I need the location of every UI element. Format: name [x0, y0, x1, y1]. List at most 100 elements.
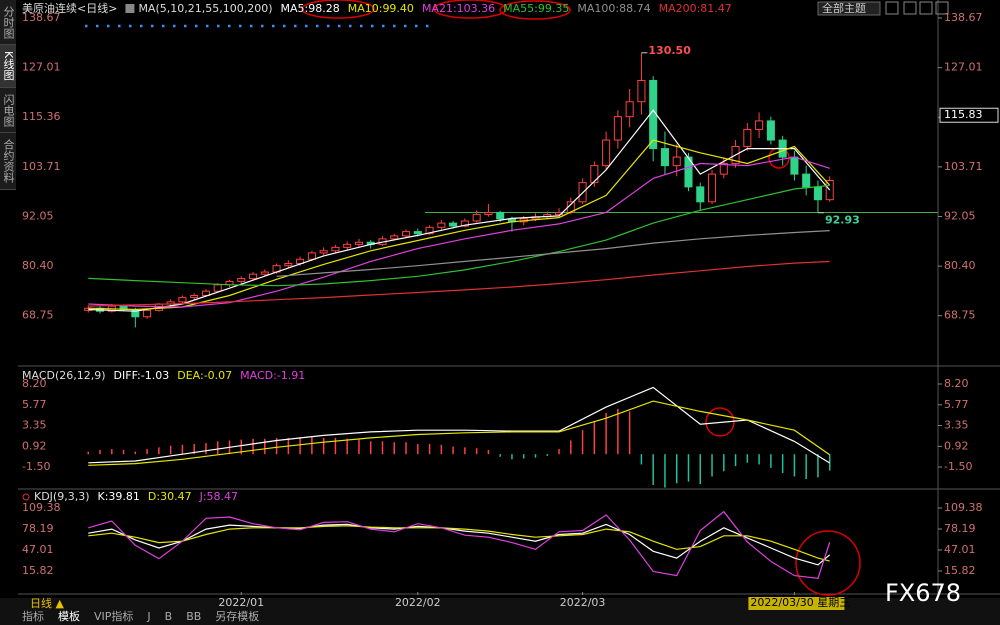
highlight-circle: [705, 407, 735, 437]
candle-body: [449, 222, 458, 227]
legend-icon: [125, 4, 135, 13]
candle-body: [178, 297, 187, 303]
price-tag: [939, 107, 999, 123]
sidebar-tab[interactable]: 合约资料: [0, 133, 16, 190]
candle-body: [484, 211, 493, 216]
highlight-circle: [301, 0, 375, 19]
y-tick-label: 8.20: [944, 377, 969, 390]
y-tick-label: 92.05: [944, 209, 976, 222]
legend-entry: DIFF:-1.03: [114, 369, 170, 382]
legend-entry: MA55:99.35: [503, 2, 569, 15]
candle-body: [390, 235, 399, 240]
y-tick-label: 138.67: [22, 11, 61, 24]
legend-entry: J:58.47: [199, 490, 238, 503]
footer-tab[interactable]: B: [165, 610, 173, 623]
candle-body: [555, 211, 564, 216]
period-label[interactable]: 日线 ▲: [30, 596, 64, 610]
candle-body: [496, 211, 505, 220]
candle-body: [260, 271, 269, 275]
candle-body: [343, 243, 352, 248]
legend-entry: 美原油连续<日线>: [22, 1, 117, 15]
y-tick-label: 0.92: [944, 439, 969, 452]
candle-body: [825, 180, 834, 201]
y-tick-label: 3.35: [22, 419, 47, 432]
legend-entry: MA(5,10,21,55,100,200): [138, 2, 272, 15]
candle-body: [590, 165, 599, 184]
y-tick-label: 103.71: [22, 160, 61, 173]
y-tick-label: 138.67: [944, 11, 983, 24]
candle-body: [472, 214, 481, 222]
watermark: FX678: [885, 579, 961, 607]
x-tick-label: 2022/01: [218, 596, 264, 609]
x-tick-label: 2022/03: [560, 596, 606, 609]
candle-body: [460, 220, 469, 227]
y-tick-label: 109.38: [22, 501, 61, 514]
y-tick-label: 68.75: [944, 309, 976, 322]
y-tick-label: 80.40: [944, 259, 976, 272]
y-tick-label: 0.92: [22, 439, 47, 452]
highlight-circle: [433, 0, 507, 19]
candle-body: [672, 156, 681, 167]
candle-body: [437, 222, 446, 228]
candle-body: [331, 246, 340, 252]
candle-body: [719, 162, 728, 175]
legend-entry: MA5:98.28: [281, 2, 340, 15]
candle-body: [790, 156, 799, 175]
y-tick-label: 47.01: [22, 543, 54, 556]
legend-entry: K:39.81: [98, 490, 140, 503]
y-tick-label: 8.20: [22, 377, 47, 390]
tool-icon[interactable]: [919, 1, 933, 15]
footer-tab[interactable]: BB: [186, 610, 201, 623]
sidebar-tab[interactable]: 分时图: [0, 0, 16, 45]
candle-body: [708, 173, 717, 203]
candle-body: [249, 273, 258, 279]
series-line: [88, 260, 830, 307]
y-tick-label: 5.77: [22, 398, 47, 411]
legend-entry: MACD(26,12,9): [22, 369, 106, 382]
candle-body: [660, 148, 669, 167]
candle-body: [625, 101, 634, 118]
x-tick-label: 2022/02: [395, 596, 441, 609]
candle-body: [637, 79, 646, 103]
candle-body: [413, 231, 422, 235]
y-tick-label: 68.75: [22, 309, 54, 322]
footer-tab[interactable]: 另存模板: [215, 609, 259, 623]
tool-icon[interactable]: [885, 1, 899, 15]
tool-icon[interactable]: [903, 1, 917, 15]
legend-entry: MA21:103.36: [422, 2, 495, 15]
candle-body: [237, 277, 246, 282]
candle-body: [307, 252, 316, 260]
annotation-label: 130.50: [648, 44, 691, 57]
theme-select[interactable]: [817, 1, 881, 16]
candle-body: [190, 294, 199, 299]
series-line: [88, 400, 831, 466]
series-line: [88, 184, 830, 287]
candle-body: [766, 120, 775, 141]
y-tick-label: 103.71: [944, 160, 983, 173]
legend-entry: D:30.47: [148, 490, 192, 503]
footer-tab[interactable]: 模板: [58, 609, 80, 623]
candle-body: [213, 284, 222, 292]
legend-entry: KDJ(9,3,3): [34, 490, 90, 503]
candle-body: [696, 186, 705, 203]
background: [18, 0, 1000, 625]
footer-tab[interactable]: VIP指标: [94, 609, 133, 623]
footer-tab[interactable]: 指标: [22, 609, 44, 623]
tool-icon[interactable]: [935, 1, 949, 15]
y-tick-label: 127.01: [22, 61, 61, 74]
theme-select-label[interactable]: 全部主题: [822, 1, 866, 15]
candle-body: [755, 120, 764, 130]
annotation-label: 92.93: [825, 214, 860, 227]
candle-body: [602, 139, 611, 167]
footer-tab[interactable]: J: [146, 610, 150, 623]
sidebar-tab[interactable]: K线图: [0, 45, 16, 88]
y-tick-label: 109.38: [944, 501, 983, 514]
price-tag-label: 115.83: [944, 108, 983, 121]
cursor-date-box: [748, 597, 845, 610]
sidebar-tab[interactable]: 闪电图: [0, 88, 16, 133]
y-tick-label: 80.40: [22, 259, 54, 272]
y-tick-label: 3.35: [944, 419, 969, 432]
series-line: [88, 109, 831, 312]
x-tick-label: 2022/03/30 星期三: [750, 596, 850, 609]
